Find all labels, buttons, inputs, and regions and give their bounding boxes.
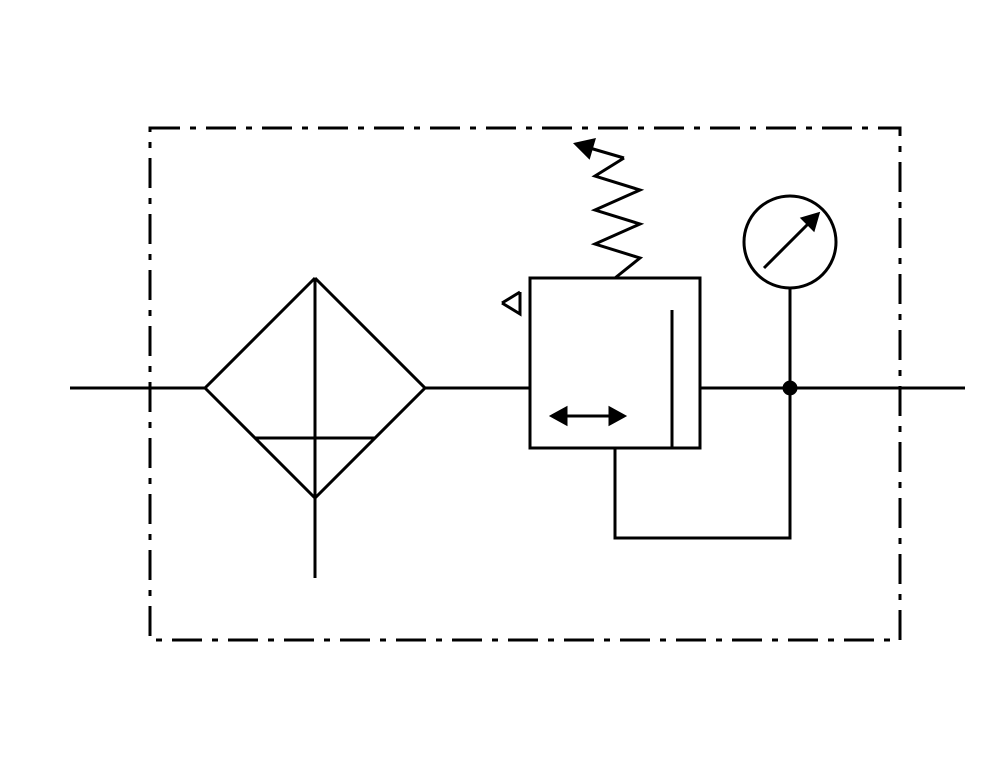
sense-line (615, 388, 790, 538)
pneumatic-schematic (0, 0, 1000, 764)
adjustment-spring (595, 158, 640, 278)
